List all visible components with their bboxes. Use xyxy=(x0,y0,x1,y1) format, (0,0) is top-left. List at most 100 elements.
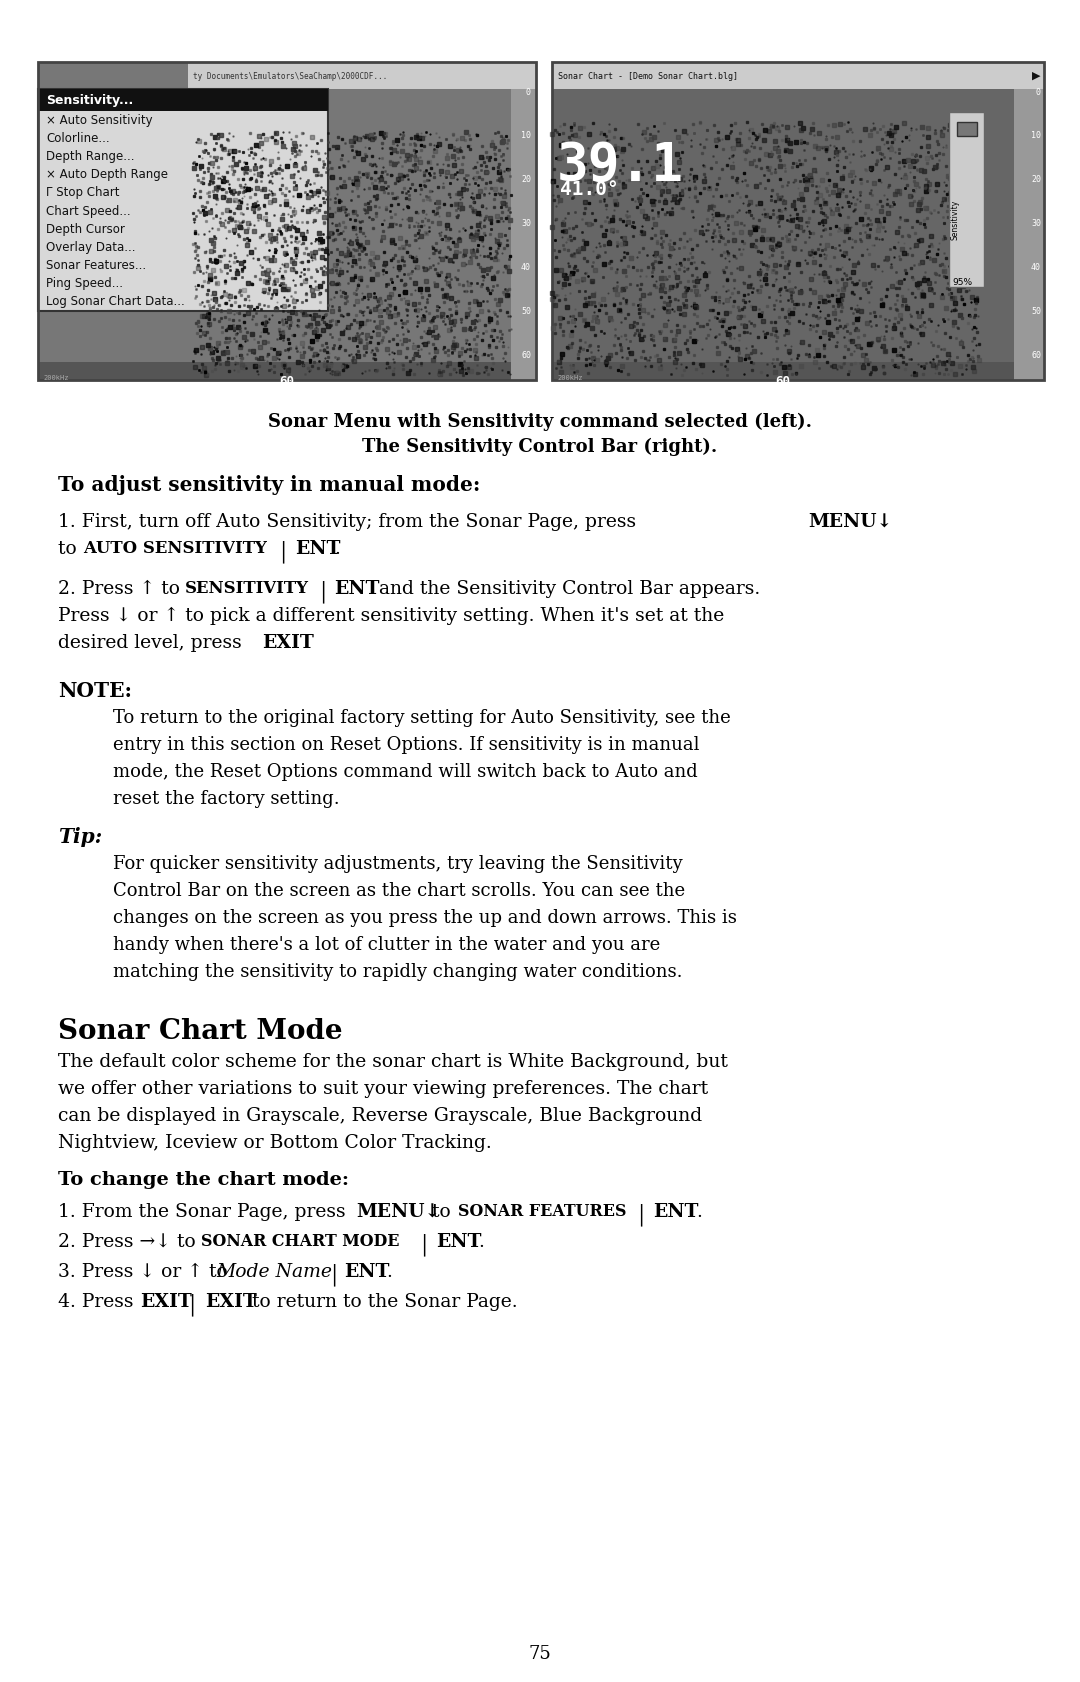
Text: Tip:: Tip: xyxy=(58,828,103,848)
Text: 30: 30 xyxy=(521,219,531,229)
Text: To change the chart mode:: To change the chart mode: xyxy=(58,1171,349,1189)
Text: 50: 50 xyxy=(1031,306,1041,316)
Text: 60: 60 xyxy=(521,350,531,360)
Text: │: │ xyxy=(413,1233,436,1255)
Text: entry in this section on Reset Options. If sensitivity is in manual: entry in this section on Reset Options. … xyxy=(113,737,700,754)
Text: Colorline...: Colorline... xyxy=(46,131,110,145)
Text: Nightview, Iceview or Bottom Color Tracking.: Nightview, Iceview or Bottom Color Track… xyxy=(58,1134,491,1152)
Text: can be displayed in Grayscale, Reverse Grayscale, Blue Background: can be displayed in Grayscale, Reverse G… xyxy=(58,1107,702,1125)
Text: reset the factory setting.: reset the factory setting. xyxy=(113,791,339,807)
Text: 0: 0 xyxy=(1036,87,1041,96)
Text: ENT: ENT xyxy=(295,540,340,558)
Text: │: │ xyxy=(630,1203,653,1226)
Text: 1. First, turn off Auto Sensitivity; from the Sonar Page, press: 1. First, turn off Auto Sensitivity; fro… xyxy=(58,513,643,532)
Text: 30: 30 xyxy=(1031,219,1041,229)
Text: 20: 20 xyxy=(1031,175,1041,183)
Text: Sonar Menu with Sensitivity command selected (left).: Sonar Menu with Sensitivity command sele… xyxy=(268,414,812,431)
Text: Mode Name: Mode Name xyxy=(216,1263,332,1282)
Text: desired level, press: desired level, press xyxy=(58,634,247,653)
Text: 200kHz: 200kHz xyxy=(43,375,68,382)
Text: 60: 60 xyxy=(775,375,791,389)
Text: .: . xyxy=(386,1263,392,1282)
Text: EXIT: EXIT xyxy=(205,1293,257,1310)
Text: 75: 75 xyxy=(528,1645,552,1663)
Text: 40: 40 xyxy=(521,262,531,272)
Text: Sonar Chart - [Demo Sonar Chart.blg]: Sonar Chart - [Demo Sonar Chart.blg] xyxy=(558,72,738,81)
Bar xyxy=(38,89,328,311)
Text: 40: 40 xyxy=(1031,262,1041,272)
Text: MENU↓: MENU↓ xyxy=(808,513,892,532)
Text: ty Documents\Emulators\SeaChamp\2000CDF...: ty Documents\Emulators\SeaChamp\2000CDF.… xyxy=(193,72,388,81)
Text: 41.0°: 41.0° xyxy=(561,180,619,198)
Text: 20: 20 xyxy=(521,175,531,183)
Text: SONAR CHART MODE: SONAR CHART MODE xyxy=(201,1233,400,1250)
Text: SONAR FEATURES: SONAR FEATURES xyxy=(458,1203,626,1219)
Text: 2. Press →↓ to: 2. Press →↓ to xyxy=(58,1233,202,1251)
Text: Press ↓ or ↑ to pick a different sensitivity setting. When it's set at the: Press ↓ or ↑ to pick a different sensiti… xyxy=(58,607,725,626)
Text: to: to xyxy=(58,540,83,558)
Text: Ping Speed...: Ping Speed... xyxy=(46,278,123,291)
Text: × Auto Depth Range: × Auto Depth Range xyxy=(46,168,168,182)
Bar xyxy=(38,62,536,380)
Text: Sonar Chart Mode: Sonar Chart Mode xyxy=(58,1018,342,1045)
Bar xyxy=(949,113,984,288)
Text: To adjust sensitivity in manual mode:: To adjust sensitivity in manual mode: xyxy=(58,474,481,495)
Text: For quicker sensitivity adjustments, try leaving the Sensitivity: For quicker sensitivity adjustments, try… xyxy=(113,854,683,873)
Text: 1. From the Sonar Page, press: 1. From the Sonar Page, press xyxy=(58,1203,352,1221)
Text: .: . xyxy=(303,634,309,653)
Bar xyxy=(511,89,536,380)
Text: Sensitivity: Sensitivity xyxy=(951,200,960,239)
Text: AUTO SENSITIVITY: AUTO SENSITIVITY xyxy=(83,540,267,557)
Bar xyxy=(552,62,1044,89)
Text: and the Sensitivity Control Bar appears.: and the Sensitivity Control Bar appears. xyxy=(373,580,760,599)
Text: handy when there's a lot of clutter in the water and you are: handy when there's a lot of clutter in t… xyxy=(113,935,660,954)
Text: changes on the screen as you press the up and down arrows. This is: changes on the screen as you press the u… xyxy=(113,908,737,927)
Text: 10: 10 xyxy=(1031,131,1041,140)
Text: │: │ xyxy=(181,1293,204,1315)
Text: 95%: 95% xyxy=(951,278,972,286)
Text: Depth Cursor: Depth Cursor xyxy=(46,222,125,235)
Text: Overlay Data...: Overlay Data... xyxy=(46,241,135,254)
Bar xyxy=(38,89,328,111)
Text: Γ Stop Chart: Γ Stop Chart xyxy=(46,187,120,200)
Text: 2. Press ↑ to: 2. Press ↑ to xyxy=(58,580,186,599)
Text: 10: 10 xyxy=(521,131,531,140)
Text: MENU↓: MENU↓ xyxy=(356,1203,441,1221)
Text: × Auto Sensitivity: × Auto Sensitivity xyxy=(46,114,152,126)
Text: │: │ xyxy=(278,540,295,562)
Bar xyxy=(552,362,1014,380)
Text: ENT: ENT xyxy=(653,1203,699,1221)
Text: 39.1: 39.1 xyxy=(557,140,684,192)
Text: The default color scheme for the sonar chart is White Background, but: The default color scheme for the sonar c… xyxy=(58,1053,728,1071)
Text: 0: 0 xyxy=(526,87,531,96)
Text: 4. Press: 4. Press xyxy=(58,1293,139,1310)
Text: │: │ xyxy=(318,580,335,602)
Text: to return to the Sonar Page.: to return to the Sonar Page. xyxy=(246,1293,517,1310)
Text: matching the sensitivity to rapidly changing water conditions.: matching the sensitivity to rapidly chan… xyxy=(113,964,683,981)
Text: EXIT: EXIT xyxy=(140,1293,192,1310)
Text: 60: 60 xyxy=(1031,350,1041,360)
Text: Sensitivity...: Sensitivity... xyxy=(46,94,133,106)
Bar xyxy=(188,62,536,89)
Text: Depth Range...: Depth Range... xyxy=(46,150,135,163)
Text: to: to xyxy=(426,1203,457,1221)
Text: Chart Speed...: Chart Speed... xyxy=(46,205,131,217)
Bar xyxy=(552,62,1044,380)
Text: Control Bar on the screen as the chart scrolls. You can see the: Control Bar on the screen as the chart s… xyxy=(113,881,685,900)
Text: 60: 60 xyxy=(280,375,295,389)
Text: ▶: ▶ xyxy=(1032,71,1040,81)
Text: ENT: ENT xyxy=(345,1263,390,1282)
Text: .: . xyxy=(334,540,340,558)
Text: Log Sonar Chart Data...: Log Sonar Chart Data... xyxy=(46,296,185,308)
Text: SENSITIVITY: SENSITIVITY xyxy=(185,580,309,597)
Bar xyxy=(1014,89,1044,380)
Text: │: │ xyxy=(323,1263,347,1285)
Text: .: . xyxy=(696,1203,702,1221)
Bar xyxy=(38,362,511,380)
Text: To return to the original factory setting for Auto Sensitivity, see the: To return to the original factory settin… xyxy=(113,710,731,727)
Bar xyxy=(38,62,536,380)
Text: ENT: ENT xyxy=(436,1233,482,1251)
Text: .: . xyxy=(478,1233,484,1251)
Text: EXIT: EXIT xyxy=(262,634,314,653)
Text: The Sensitivity Control Bar (right).: The Sensitivity Control Bar (right). xyxy=(363,437,717,456)
